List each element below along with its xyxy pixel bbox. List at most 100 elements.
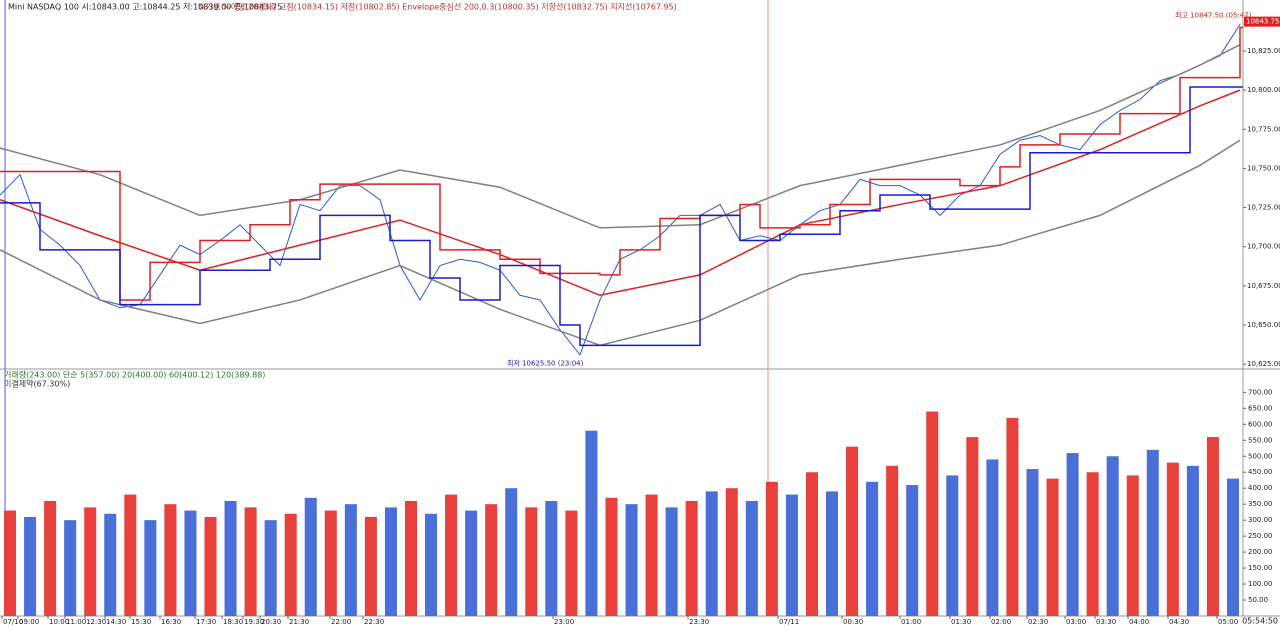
y-tick-label: 50.00 — [1248, 596, 1268, 604]
x-tick-label: 21:30 — [289, 618, 309, 626]
y-tick-label: 100.00 — [1248, 580, 1273, 588]
volume-bar — [104, 513, 117, 616]
y-tick-label: 500.00 — [1248, 452, 1273, 460]
y-tick-label: 200.00 — [1248, 548, 1273, 556]
volume-subtitle: 미결제약(67.30%) — [4, 379, 70, 389]
volume-bar — [1026, 469, 1039, 616]
volume-bar — [244, 507, 257, 616]
y-tick-label: 10,825.00 — [1247, 47, 1280, 55]
volume-bar — [485, 504, 498, 616]
volume-bar — [565, 510, 578, 616]
y-tick-label: 10,775.00 — [1247, 125, 1280, 133]
x-tick-label: 22:30 — [364, 618, 384, 626]
x-tick-label: 01:00 — [901, 618, 921, 626]
volume-bar — [4, 510, 17, 616]
y-tick-label: 10,800.00 — [1247, 86, 1280, 94]
x-tick-label: 04:00 — [1129, 618, 1149, 626]
x-tick-label: 05:00 — [1218, 618, 1238, 626]
y-tick-label: 10,650.00 — [1247, 321, 1280, 329]
x-tick-label: 10:00 — [49, 618, 69, 626]
last-price-label: 10843.75 — [1246, 18, 1279, 26]
volume-bar — [906, 485, 919, 616]
x-tick-label: 02:30 — [1028, 618, 1048, 626]
volume-bar — [64, 520, 77, 616]
y-tick-label: 150.00 — [1248, 564, 1273, 572]
y-tick-label: 450.00 — [1248, 468, 1273, 476]
volume-bar — [184, 510, 197, 616]
y-tick-label: 650.00 — [1248, 404, 1273, 412]
volume-bar — [164, 504, 177, 616]
volume-bar — [204, 516, 217, 616]
volume-bar — [745, 500, 758, 616]
x-tick-label: 07/10 — [3, 618, 23, 626]
volume-bar — [1126, 475, 1139, 616]
volume-bar — [1206, 437, 1219, 616]
volume-bar — [304, 497, 317, 616]
volume-bar — [1066, 453, 1079, 616]
y-tick-label: 10,700.00 — [1247, 243, 1280, 251]
volume-bar — [404, 500, 418, 616]
y-tick-label: 550.00 — [1248, 436, 1273, 444]
volume-bar — [264, 520, 277, 616]
volume-bar — [926, 411, 939, 616]
y-tick-label: 600.00 — [1248, 420, 1273, 428]
volume-bar — [705, 491, 718, 616]
volume-bar — [24, 516, 37, 616]
volume-bar — [825, 491, 839, 616]
y-tick-label: 700.00 — [1248, 388, 1273, 396]
volume-bar — [946, 475, 959, 616]
volume-bar — [505, 488, 518, 616]
volume-bar — [425, 513, 438, 616]
volume-bar — [384, 507, 397, 616]
x-tick-label: 23:00 — [554, 618, 574, 626]
volume-bar — [144, 520, 157, 616]
x-tick-label: 19:30 — [244, 618, 264, 626]
x-tick-label: 07/11 — [779, 618, 799, 626]
volume-bar — [465, 510, 478, 616]
volume-bar — [1186, 465, 1199, 616]
x-tick-label: 09:00 — [19, 618, 39, 626]
volume-bar — [846, 446, 859, 616]
volume-title: 거래량(243.00) 단순 5(357.00) 20(400.00) 60(4… — [4, 370, 265, 380]
x-tick-label: 01:30 — [951, 618, 971, 626]
volume-bar — [805, 472, 818, 616]
x-tick-label: 20:30 — [261, 618, 281, 626]
series-line — [0, 139, 1241, 347]
y-tick-label: 10,625.00 — [1247, 360, 1280, 368]
x-tick-label: 22:00 — [331, 618, 351, 626]
volume-bar — [785, 494, 798, 616]
volume-bar — [1146, 449, 1159, 616]
last-price-box — [1244, 16, 1280, 27]
series-line — [0, 89, 1241, 297]
x-tick-label: 15:30 — [131, 618, 151, 626]
y-tick-label: 400.00 — [1248, 484, 1273, 492]
volume-bar — [84, 507, 97, 616]
y-tick-label: 10,675.00 — [1247, 282, 1280, 290]
volume-bar — [866, 481, 879, 616]
volume-bar — [344, 504, 357, 616]
volume-bar — [986, 459, 999, 616]
annotation: 최저 10625.50 (23:04) — [507, 358, 584, 367]
volume-bar — [605, 497, 618, 616]
y-tick-label: 10,725.00 — [1247, 204, 1280, 212]
volume-bar — [1086, 472, 1099, 616]
volume-bar — [324, 510, 337, 616]
y-tick-label: 350.00 — [1248, 500, 1273, 508]
volume-bar — [525, 507, 538, 616]
x-tick-label: 14:30 — [106, 618, 126, 626]
volume-bar — [1166, 462, 1179, 616]
volume-bar — [966, 437, 979, 616]
volume-bar — [1006, 417, 1019, 616]
volume-bar — [445, 494, 458, 616]
volume-bar — [685, 500, 698, 616]
volume-bar — [665, 507, 678, 616]
x-tick-label: 02:00 — [991, 618, 1011, 626]
x-tick-label: 00:30 — [843, 618, 863, 626]
volume-bar — [1226, 478, 1239, 616]
x-tick-label: 04:30 — [1169, 618, 1189, 626]
y-tick-label: 10,750.00 — [1247, 164, 1280, 172]
volume-bar — [224, 500, 237, 616]
x-tick-label: 03:00 — [1066, 618, 1086, 626]
x-tick-label: 18:30 — [223, 618, 243, 626]
